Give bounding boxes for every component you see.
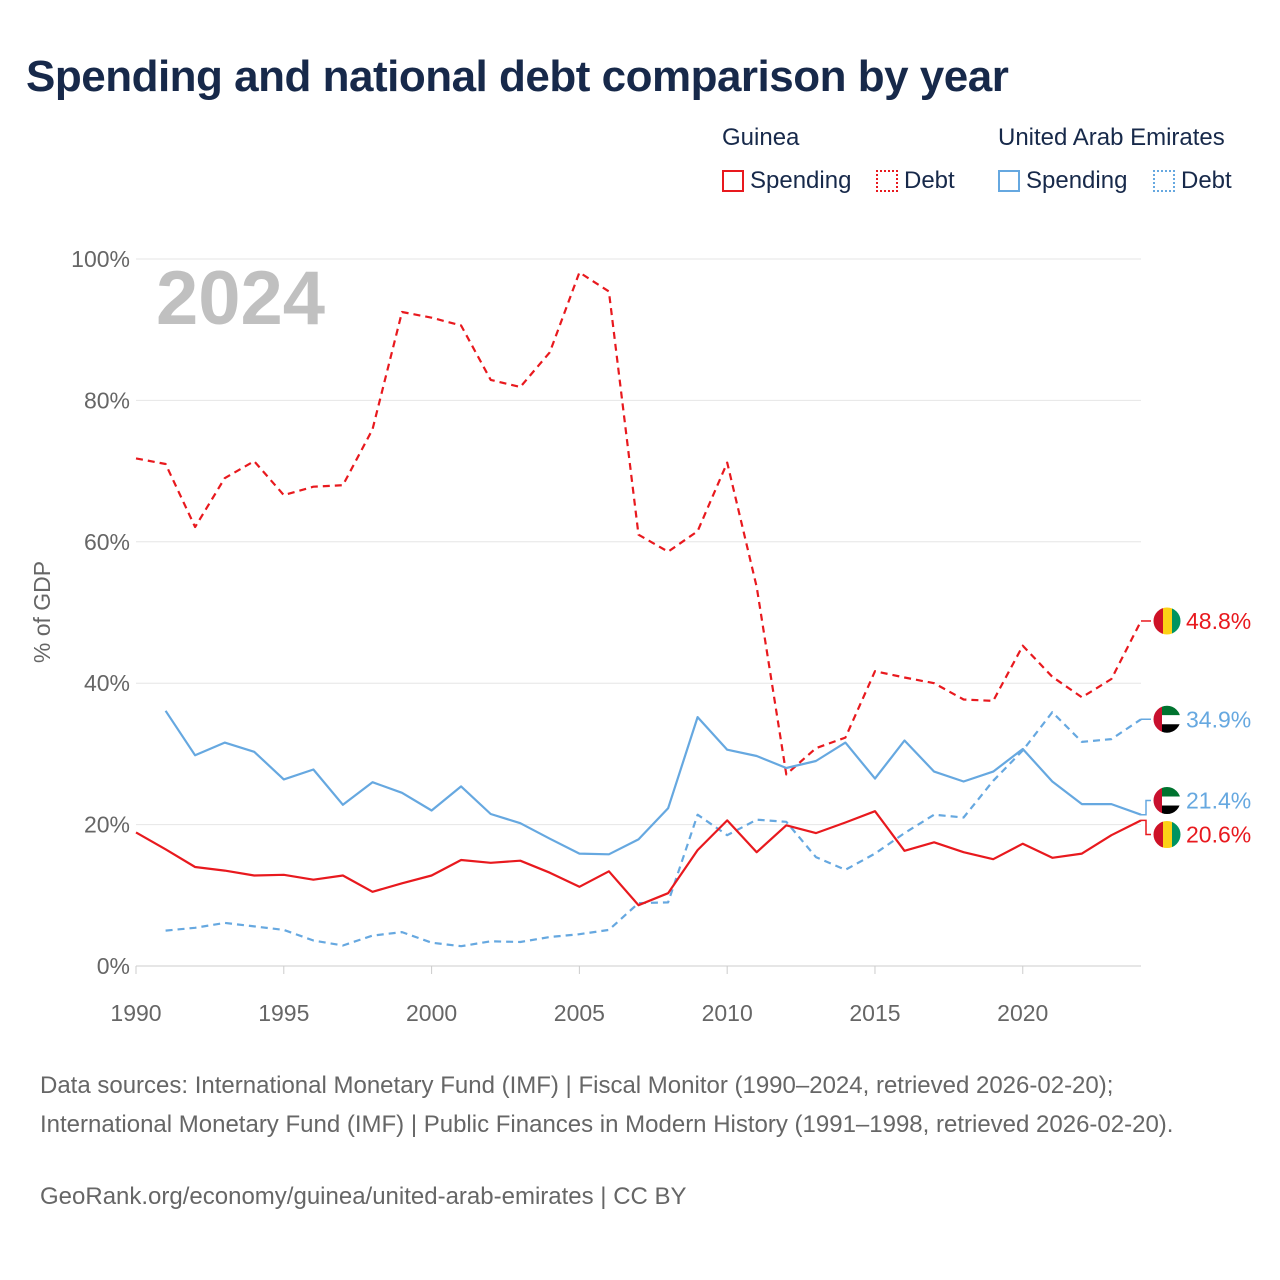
y-tick-label: 100% [71,246,130,272]
legend-label-guinea-debt: Debt [904,167,955,194]
series-line-spending-guinea [135,810,1142,907]
flag-outline [1152,606,1182,636]
y-axis-title: % of GDP [29,561,55,663]
x-tick-label: 2010 [702,1000,753,1026]
legend-label-guinea-spending: Spending [750,167,852,194]
y-tick-label: 80% [84,387,130,413]
uae-flag-red-band [1153,705,1162,734]
x-tick-label: 2015 [849,1000,900,1026]
flag-outline [1152,704,1182,734]
uae-flag-black-band [1153,805,1181,815]
y-tick-label: 60% [84,529,130,555]
x-tick-label: 1995 [258,1000,309,1026]
chart-title: Spending and national debt comparison by… [26,52,1009,101]
legend-item-guinea-debt[interactable]: Debt [876,166,955,196]
guinea-flag-yellow-band [1163,606,1172,635]
end-value-label: 48.8% [1186,608,1251,634]
line-chart: 0% 20% 40% 60% 80% 100% 1990 1995 2000 2005 2010 20… [29,246,1251,1026]
guinea-flag-red-band [1153,606,1163,635]
legend-swatch-uae-debt [1153,170,1175,192]
guinea-flag-yellow-band [1163,820,1172,849]
legend-swatch-guinea-debt [876,170,898,192]
legend-item-uae-debt[interactable]: Debt [1153,166,1232,196]
data-sources-note: Data sources: International Monetary Fun… [40,1072,1174,1138]
uae-flag-white-band [1153,715,1181,725]
x-tick-label: 1990 [110,1000,161,1026]
x-tick-label: 2020 [997,1000,1048,1026]
uae-flag-icon [1153,705,1181,734]
guinea-flag-icon [1153,606,1181,635]
series-line-debt-uae [165,711,1142,948]
flag-outline [1152,820,1182,850]
legend-label-uae-debt: Debt [1181,167,1232,194]
uae-flag-red-band [1153,786,1162,815]
end-label-connector [1141,819,1151,836]
legend-item-uae-spending[interactable]: Spending [998,166,1127,196]
uae-flag-white-band [1153,796,1181,806]
y-tick-label: 20% [84,812,130,838]
year-watermark: 2024 [156,256,325,341]
guinea-flag-green-band [1172,820,1181,849]
end-value-label: 21.4% [1186,788,1251,814]
flag-outline [1152,786,1182,816]
guinea-flag-green-band [1172,606,1181,635]
legend-swatch-uae-spending [998,170,1020,192]
end-label-connector [1141,799,1151,816]
uae-flag-green-band [1153,705,1181,716]
uae-flag-black-band [1153,724,1181,734]
legend-swatch-guinea-spending [722,170,744,192]
legend-group-uae: United Arab Emirates [998,124,1225,151]
source-credit-link[interactable]: GeoRank.org/economy/guinea/united-arab-e… [40,1183,687,1210]
legend-item-guinea-spending[interactable]: Spending [722,166,851,196]
uae-flag-green-band [1153,786,1181,797]
end-value-label: 20.6% [1186,822,1251,848]
y-tick-label: 0% [97,953,130,979]
legend-group-guinea: Guinea [722,124,800,151]
series-line-debt-guinea [135,271,1142,776]
guinea-flag-red-band [1153,820,1163,849]
uae-flag-icon [1153,786,1181,815]
x-tick-label: 2000 [406,1000,457,1026]
end-value-label: 34.9% [1186,706,1251,732]
guinea-flag-icon [1153,820,1181,849]
legend-label-uae-spending: Spending [1026,167,1128,194]
series-line-spending-uae [164,710,1142,856]
y-tick-label: 40% [84,670,130,696]
x-tick-label: 2005 [554,1000,605,1026]
